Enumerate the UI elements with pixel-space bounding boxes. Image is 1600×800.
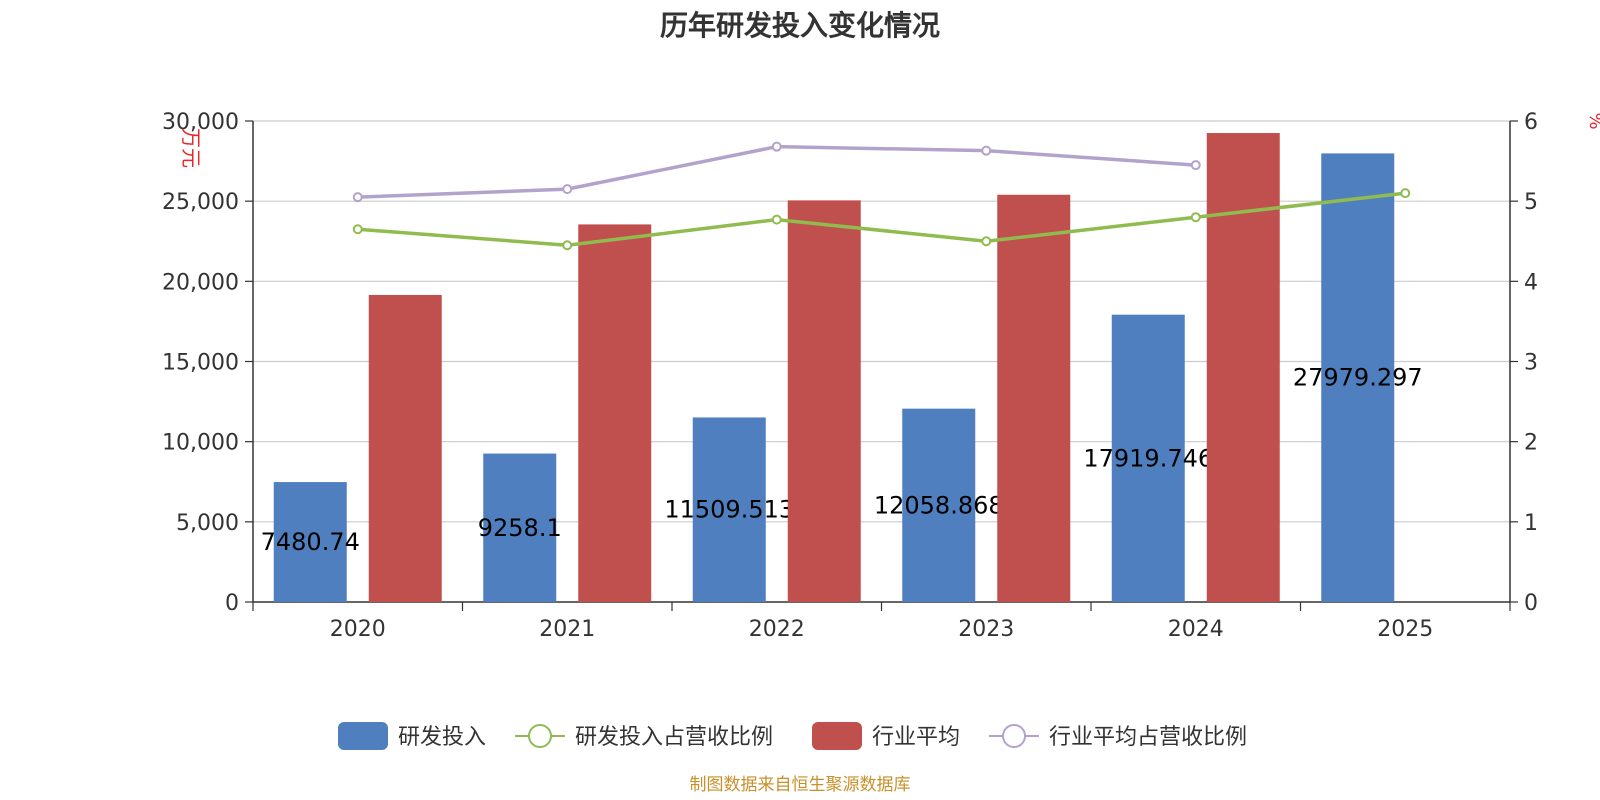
- y-right-tick-label: 4: [1524, 270, 1538, 295]
- bar: [692, 417, 766, 602]
- legend-label: 研发投入占营收比例: [575, 725, 773, 750]
- y-left-unit-label: 万元: [179, 128, 203, 168]
- legend-swatch-marker: [1002, 724, 1026, 748]
- line-point: [771, 141, 782, 152]
- x-tick-label: 2024: [1168, 617, 1224, 642]
- bar: [997, 194, 1071, 602]
- y-right-tick-label: 3: [1524, 351, 1538, 376]
- line-point: [562, 184, 573, 195]
- y-right-tick-label: 0: [1524, 591, 1538, 616]
- bar: [1321, 153, 1395, 602]
- line-point: [352, 224, 363, 235]
- y-left-tick-label: 30,000: [162, 110, 239, 135]
- data-label: 7480.74: [261, 528, 360, 556]
- legend-label: 研发投入: [398, 725, 486, 750]
- data-label: 27979.297: [1293, 364, 1423, 392]
- legend-swatch: [812, 722, 862, 750]
- line-point: [981, 236, 992, 247]
- data-source-note: 制图数据来自恒生聚源数据库: [689, 775, 911, 795]
- chart-title: 历年研发投入变化情况: [659, 9, 940, 42]
- legend-label: 行业平均占营收比例: [1049, 725, 1247, 750]
- bar: [1111, 314, 1185, 602]
- legend-label: 行业平均: [872, 725, 960, 750]
- data-label: 9258.1: [478, 514, 562, 542]
- line-point: [1190, 212, 1201, 223]
- bar: [787, 200, 861, 603]
- data-label: 11509.513: [664, 496, 794, 524]
- x-tick-label: 2021: [539, 617, 595, 642]
- y-right-unit-label: %: [1585, 112, 1600, 129]
- bar: [1206, 133, 1280, 602]
- legend-swatch: [338, 722, 388, 750]
- y-left-tick-label: 10,000: [162, 431, 239, 456]
- x-tick-label: 2020: [330, 617, 386, 642]
- y-left-tick-label: 0: [225, 591, 239, 616]
- data-label: 17919.746: [1083, 444, 1213, 472]
- y-right-tick-label: 1: [1524, 511, 1538, 536]
- series-line: [357, 191, 1406, 248]
- x-tick-label: 2022: [749, 617, 805, 642]
- line-point: [1190, 160, 1201, 171]
- y-right-tick-label: 6: [1524, 110, 1538, 135]
- bar: [578, 224, 652, 603]
- y-left-tick-label: 25,000: [162, 190, 239, 215]
- bar: [368, 294, 442, 602]
- line-point: [1400, 188, 1411, 199]
- series-line: [357, 144, 1196, 199]
- data-label: 12058.868: [874, 491, 1004, 519]
- bar: [902, 408, 976, 602]
- y-right-tick-label: 2: [1524, 431, 1538, 456]
- bar: [273, 482, 347, 602]
- line-point: [771, 214, 782, 225]
- line-point: [981, 145, 992, 156]
- x-tick-label: 2023: [958, 617, 1014, 642]
- y-right-tick-label: 5: [1524, 190, 1538, 215]
- y-left-tick-label: 15,000: [162, 351, 239, 376]
- x-tick-label: 2025: [1377, 617, 1433, 642]
- line-point: [352, 192, 363, 203]
- line-point: [562, 240, 573, 251]
- legend-swatch-marker: [528, 724, 552, 748]
- bar: [483, 453, 557, 602]
- y-left-tick-label: 20,000: [162, 270, 239, 295]
- y-left-tick-label: 5,000: [176, 511, 239, 536]
